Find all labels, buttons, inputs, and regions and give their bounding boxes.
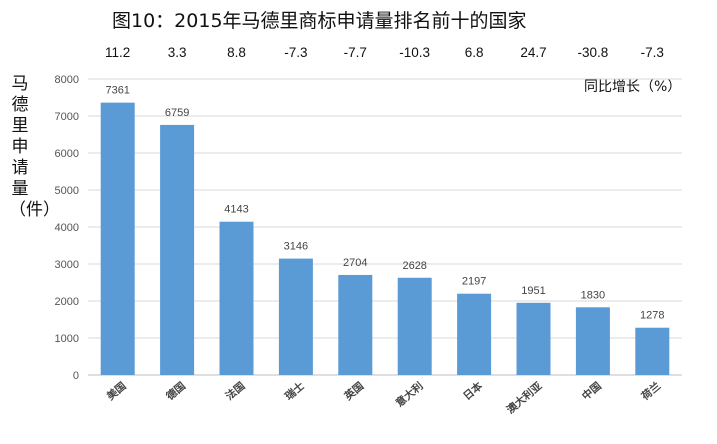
x-tick-label: 英国 bbox=[341, 379, 366, 403]
bar bbox=[338, 274, 373, 375]
x-tick-label: 法国 bbox=[223, 379, 247, 402]
y-tick-label: 2000 bbox=[55, 296, 79, 308]
data-label: 6759 bbox=[165, 107, 189, 119]
data-label: 7361 bbox=[105, 85, 129, 97]
y-tick-label: 0 bbox=[73, 370, 79, 382]
y-tick-label: 6000 bbox=[55, 148, 79, 160]
x-tick-label: 荷兰 bbox=[638, 379, 664, 403]
growth-value: 6.8 bbox=[465, 45, 484, 60]
bar bbox=[516, 302, 551, 375]
x-tick-label: 澳大利亚 bbox=[504, 379, 545, 416]
data-label: 1951 bbox=[521, 285, 545, 297]
growth-value: -7.3 bbox=[641, 45, 664, 60]
data-label: 4143 bbox=[224, 204, 248, 216]
bar bbox=[457, 293, 492, 375]
growth-value: -7.7 bbox=[344, 45, 367, 60]
bar bbox=[635, 327, 670, 375]
bar bbox=[575, 307, 610, 375]
data-label: 2197 bbox=[462, 276, 486, 288]
x-tick-label: 瑞士 bbox=[282, 379, 307, 403]
growth-value: -10.3 bbox=[399, 45, 430, 60]
data-label: 2704 bbox=[343, 257, 367, 269]
x-tick-label: 美国 bbox=[104, 379, 128, 402]
chart-title: 图10：2015年马德里商标申请量排名前十的国家 bbox=[112, 10, 527, 32]
bar bbox=[160, 124, 195, 376]
growth-value: 8.8 bbox=[227, 45, 246, 60]
y-tick-label: 4000 bbox=[55, 222, 79, 234]
bar bbox=[278, 258, 313, 375]
bar bbox=[397, 277, 432, 375]
growth-label: 同比增长（%） bbox=[584, 79, 682, 95]
y-tick-label: 8000 bbox=[55, 74, 79, 86]
y-tick-label: 5000 bbox=[55, 185, 79, 197]
x-tick-label: 中国 bbox=[579, 379, 603, 402]
bar bbox=[219, 221, 254, 375]
bar bbox=[100, 102, 135, 375]
data-label: 1278 bbox=[640, 310, 664, 322]
data-label: 1830 bbox=[581, 289, 605, 301]
growth-value: 3.3 bbox=[168, 45, 187, 60]
growth-value: 11.2 bbox=[105, 45, 130, 60]
x-tick-label: 日本 bbox=[461, 379, 486, 403]
data-label: 3146 bbox=[284, 241, 308, 253]
growth-value: -30.8 bbox=[578, 45, 609, 60]
growth-value: 24.7 bbox=[520, 45, 546, 60]
y-tick-label: 3000 bbox=[55, 259, 79, 271]
y-tick-label: 1000 bbox=[55, 333, 79, 345]
y-tick-label: 7000 bbox=[55, 111, 79, 123]
growth-value: -7.3 bbox=[284, 45, 307, 60]
x-tick-label: 意大利 bbox=[393, 379, 425, 409]
data-label: 2628 bbox=[402, 260, 426, 272]
x-tick-label: 德国 bbox=[163, 379, 188, 403]
